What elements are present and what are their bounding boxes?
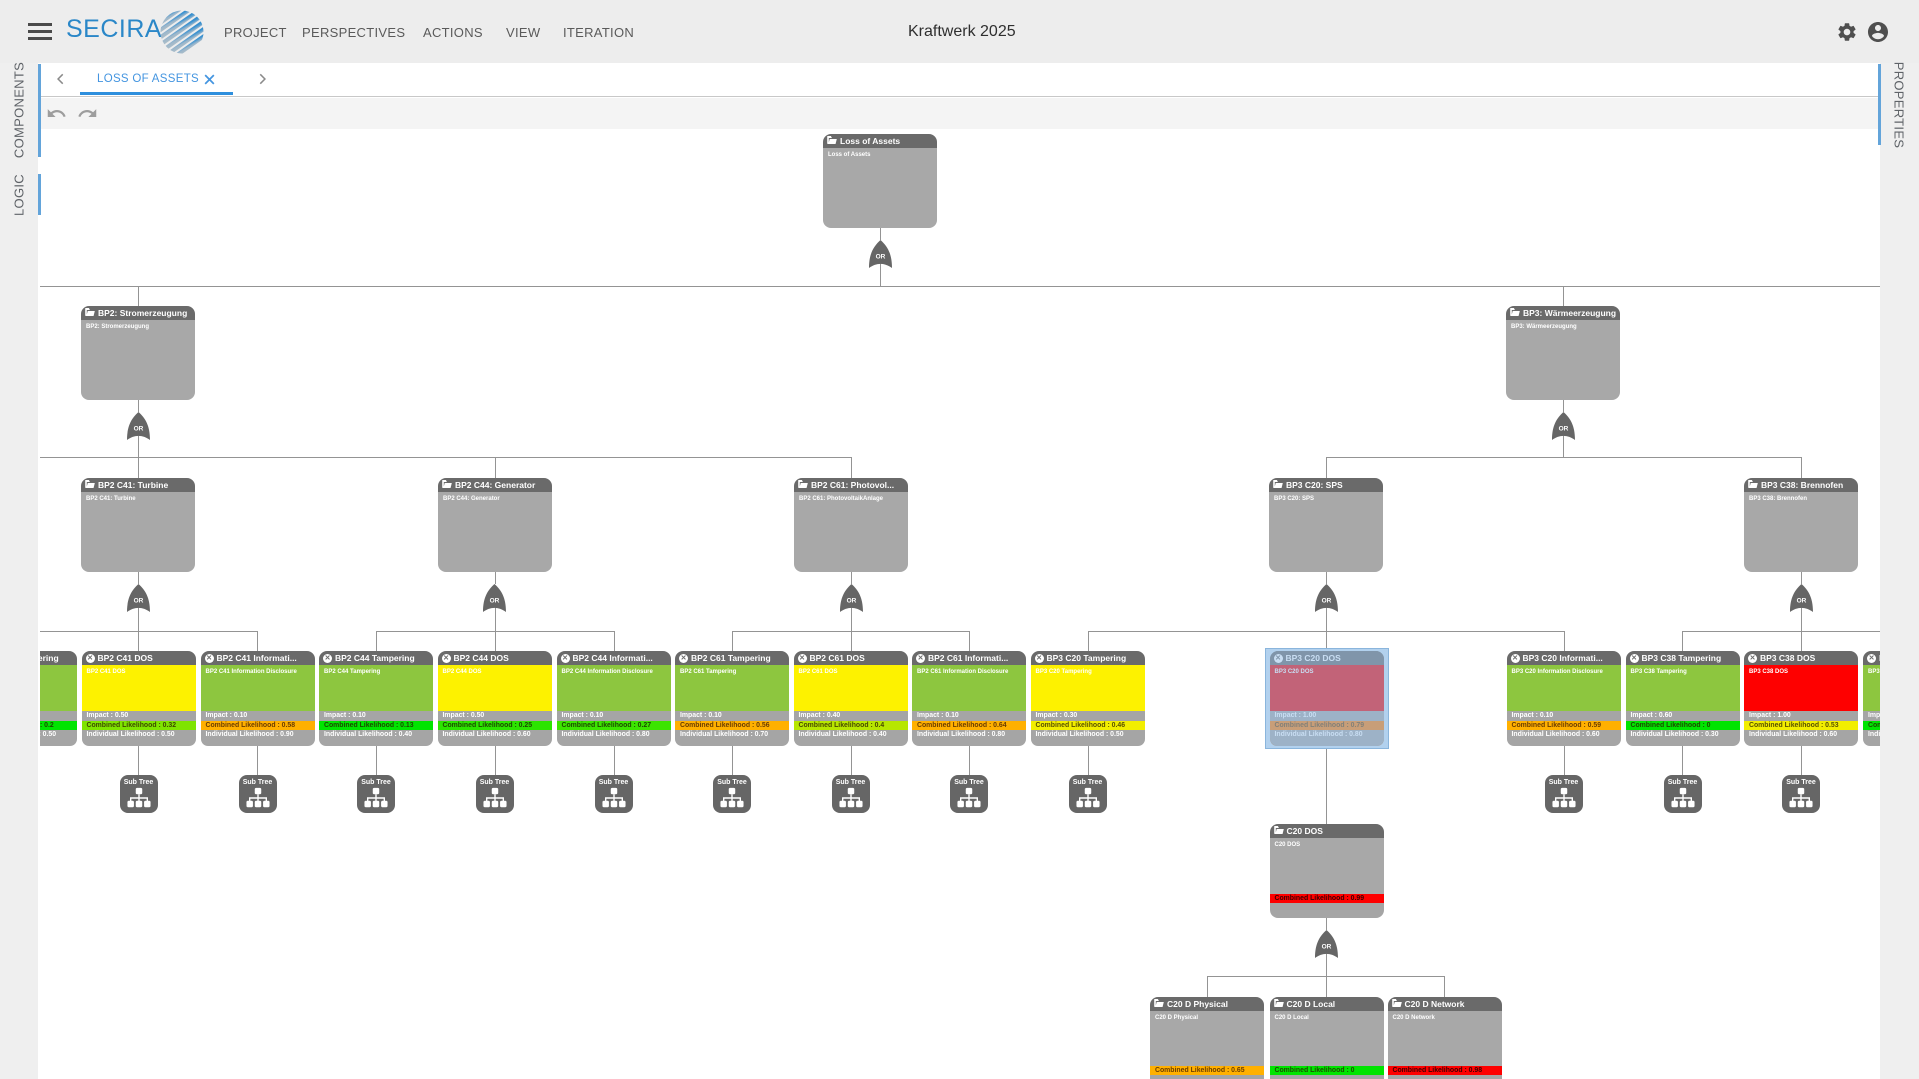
svg-text:OR: OR [490,598,500,605]
svg-text:OR: OR [847,598,857,605]
svg-text:OR: OR [1797,598,1807,605]
svg-text:OR: OR [134,598,144,605]
svg-text:OR: OR [1322,598,1332,605]
svg-text:OR: OR [1322,944,1332,951]
svg-text:OR: OR [1559,426,1569,433]
svg-text:OR: OR [134,426,144,433]
svg-text:OR: OR [876,254,886,261]
